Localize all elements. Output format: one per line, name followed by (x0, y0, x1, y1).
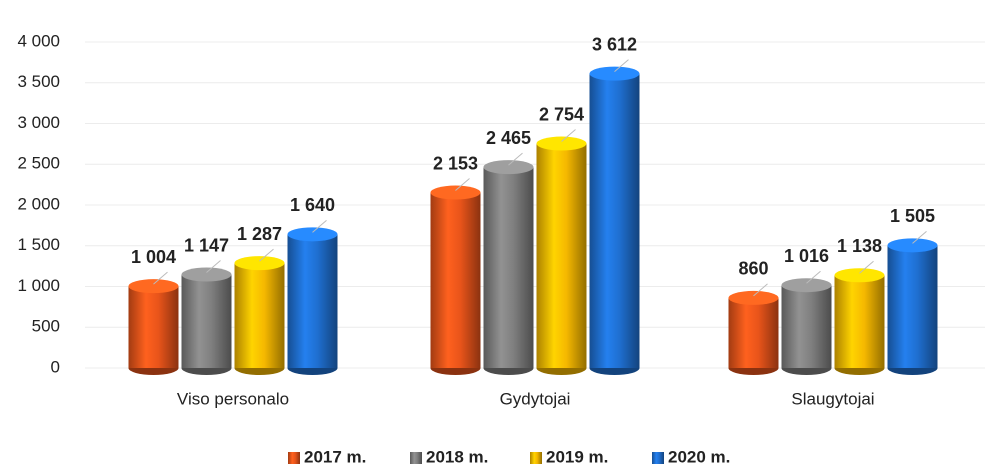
leader-line (561, 129, 576, 142)
legend-label: 2020 m. (668, 447, 730, 466)
bar (536, 136, 587, 375)
legend-swatch (652, 452, 664, 464)
value-label: 860 (738, 259, 768, 279)
value-label: 2 465 (486, 128, 531, 148)
leader-line (912, 230, 927, 244)
bar-body (483, 167, 534, 368)
legend-swatch (288, 452, 300, 464)
bar-body (287, 234, 338, 368)
bar-top (483, 160, 534, 175)
y-tick-label: 4 000 (17, 31, 60, 50)
bar-body (834, 275, 885, 368)
leader-line (259, 248, 274, 262)
leader-line (153, 271, 168, 285)
value-label: 1 016 (784, 246, 829, 266)
bar-top (589, 66, 640, 81)
bar-body (128, 286, 179, 368)
y-tick-label: 1 000 (17, 276, 60, 295)
bar-body (181, 274, 232, 368)
leader-line (806, 270, 821, 284)
y-tick-label: 0 (51, 357, 60, 376)
bar-top (128, 279, 179, 294)
bar-top (287, 227, 338, 242)
bar (430, 185, 481, 375)
bar-body (781, 285, 832, 368)
y-tick-label: 3 000 (17, 113, 60, 132)
y-tick-label: 2 000 (17, 194, 60, 213)
value-label: 3 612 (592, 34, 637, 54)
leader-line (312, 219, 327, 233)
bar (589, 66, 640, 375)
value-label: 1 505 (890, 206, 935, 226)
bar (128, 279, 179, 375)
bar (781, 278, 832, 375)
value-label: 1 138 (837, 236, 882, 256)
leader-line (859, 260, 874, 274)
leader-line (614, 59, 629, 73)
legend-label: 2019 m. (546, 447, 608, 466)
bar-body (728, 297, 779, 368)
x-tick-label: Viso personalo (177, 389, 289, 408)
bar (483, 160, 534, 375)
value-label: 1 640 (290, 195, 335, 215)
value-label: 2 153 (433, 153, 478, 173)
bar (728, 290, 779, 375)
bar-top (834, 268, 885, 283)
bar-body (536, 143, 587, 368)
y-tick-label: 1 500 (17, 235, 60, 254)
leader-line (508, 152, 523, 166)
bar (181, 267, 232, 375)
leader-line (206, 260, 221, 273)
legend-swatch (410, 452, 422, 464)
legend-label: 2018 m. (426, 447, 488, 466)
bar-body (887, 245, 938, 368)
leader-line (753, 283, 768, 297)
x-tick-label: Gydytojai (500, 389, 571, 408)
bar-top (430, 185, 481, 200)
bar (887, 238, 938, 375)
bar (287, 227, 338, 375)
y-tick-label: 500 (32, 317, 60, 336)
bar-body (234, 263, 285, 368)
legend-swatch (530, 452, 542, 464)
bar (234, 256, 285, 375)
bar-body (430, 192, 481, 368)
bar-top (887, 238, 938, 253)
bar-top (181, 267, 232, 282)
bar-body (589, 73, 640, 368)
bar (834, 268, 885, 375)
bar-top (536, 136, 587, 151)
bar-top (728, 290, 779, 305)
y-tick-label: 3 500 (17, 72, 60, 91)
leader-line (455, 178, 470, 191)
bar-top (234, 256, 285, 271)
y-tick-label: 2 500 (17, 154, 60, 173)
value-label: 1 147 (184, 235, 229, 255)
value-label: 1 004 (131, 247, 176, 267)
bar-top (781, 278, 832, 293)
legend-label: 2017 m. (304, 447, 366, 466)
value-label: 2 754 (539, 104, 584, 124)
x-tick-label: Slaugytojai (791, 389, 874, 408)
value-label: 1 287 (237, 224, 282, 244)
